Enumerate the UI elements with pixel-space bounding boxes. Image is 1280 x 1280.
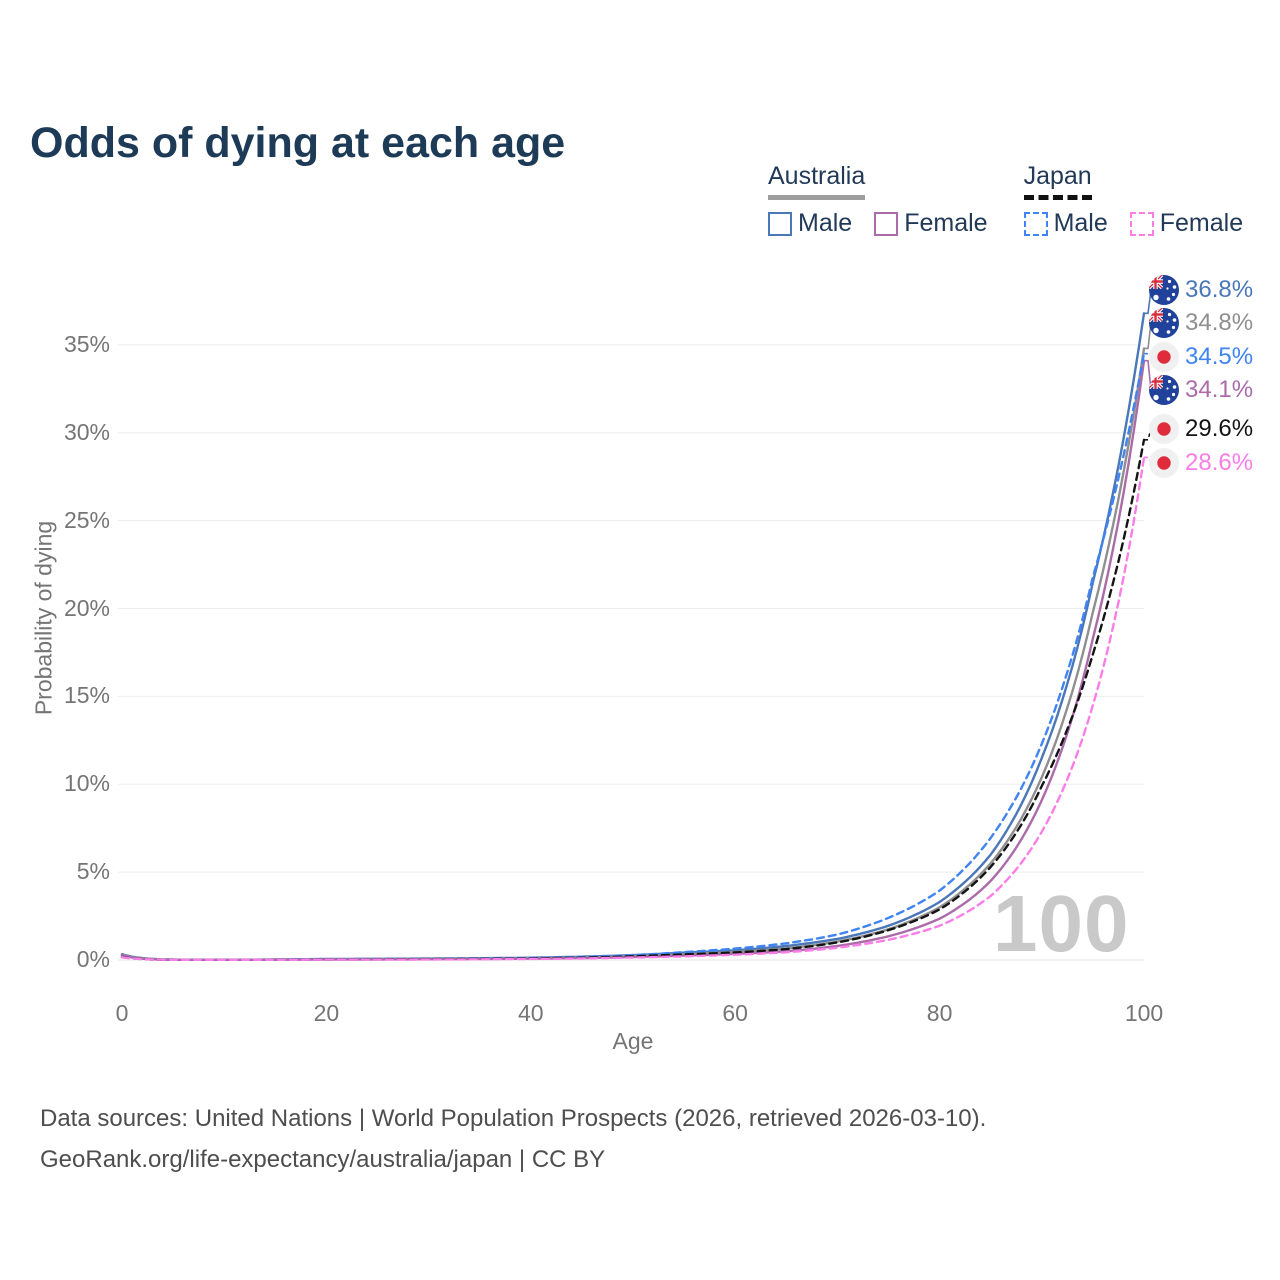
- end-value: 34.5%: [1185, 343, 1254, 370]
- x-axis-title: Age: [612, 1028, 654, 1054]
- japan-flag-icon: [1149, 414, 1179, 444]
- y-axis-title: Probability of dying: [30, 520, 57, 716]
- series-swatch-japan-male: [1023, 211, 1048, 236]
- legend-items-japan: Male Female: [1023, 209, 1244, 238]
- x-tick-label: 0: [115, 1000, 129, 1026]
- x-tick-label: 80: [926, 1000, 953, 1026]
- australia-flag-icon: [1149, 275, 1179, 305]
- legend-group-australia: Australia Male Female: [768, 162, 988, 238]
- end-label-japan-both-sexes: 29.6%: [1149, 414, 1253, 444]
- legend-items-australia: Male Female: [768, 209, 988, 238]
- end-label-japan-male: 34.5%: [1149, 342, 1253, 372]
- series-line-japan-female: [120, 456, 1146, 961]
- y-tick-label: 20%: [63, 594, 110, 621]
- series-swatch-japan-female: [1129, 211, 1154, 236]
- legend-group-japan: Japan Male Female: [1023, 162, 1244, 238]
- legend-item-label: Male: [1053, 209, 1108, 237]
- legend-item-label: Female: [904, 209, 988, 237]
- x-tick-label: 20: [313, 1000, 340, 1026]
- footer-data-sources: Data sources: United Nations | World Pop…: [40, 1105, 987, 1132]
- series-swatch-australia-female: [874, 211, 899, 236]
- y-tick-label: 10%: [63, 770, 110, 797]
- legend-group-title-australia: Australia: [768, 162, 866, 200]
- y-tick-label: 5%: [76, 858, 110, 885]
- legend-item-japan-male[interactable]: Male: [1023, 209, 1108, 238]
- series-line-japan-male: [120, 352, 1146, 961]
- legend-item-japan-female[interactable]: Female: [1129, 209, 1244, 238]
- end-label-australia-male: 36.8%: [1149, 275, 1253, 305]
- japan-flag-icon: [1149, 448, 1179, 478]
- series-line-australia-female: [120, 359, 1146, 961]
- legend-item-label: Female: [1159, 209, 1244, 237]
- y-tick-label: 0%: [76, 946, 110, 972]
- y-tick-label: 30%: [63, 418, 110, 445]
- legend-item-label: Male: [798, 209, 853, 237]
- x-tick-label: 40: [518, 1000, 544, 1026]
- end-label-australia-female: 34.1%: [1149, 375, 1253, 405]
- australia-flag-icon: [1149, 375, 1179, 405]
- series-swatch-australia-male: [768, 211, 792, 236]
- legend-item-australia-female[interactable]: Female: [874, 209, 988, 238]
- y-tick-label: 15%: [63, 682, 110, 709]
- page-title: Odds of dying at each age: [30, 118, 566, 167]
- legend: Australia Male Female Japan Male Female: [768, 162, 1243, 238]
- legend-group-title-japan: Japan: [1023, 162, 1092, 200]
- end-label-australia-both-sexes: 34.8%: [1149, 308, 1253, 338]
- end-value: 36.8%: [1185, 276, 1254, 303]
- end-value: 29.6%: [1185, 415, 1254, 442]
- x-tick-label: 100: [1124, 1000, 1164, 1026]
- footer-attribution: GeoRank.org/life-expectancy/australia/ja…: [40, 1146, 606, 1173]
- y-tick-label: 35%: [63, 330, 110, 357]
- japan-flag-icon: [1149, 342, 1179, 372]
- age-hover-watermark: 100: [993, 879, 1130, 968]
- x-tick-label: 60: [722, 1000, 748, 1026]
- end-value: 28.6%: [1185, 449, 1254, 476]
- footer: Data sources: United Nations | World Pop…: [40, 1098, 986, 1180]
- end-label-japan-female: 28.6%: [1149, 448, 1253, 478]
- end-value: 34.8%: [1185, 309, 1254, 336]
- y-tick-label: 25%: [63, 506, 110, 533]
- australia-flag-icon: [1149, 308, 1179, 338]
- end-value: 34.1%: [1185, 376, 1254, 403]
- legend-item-australia-male[interactable]: Male: [768, 209, 852, 238]
